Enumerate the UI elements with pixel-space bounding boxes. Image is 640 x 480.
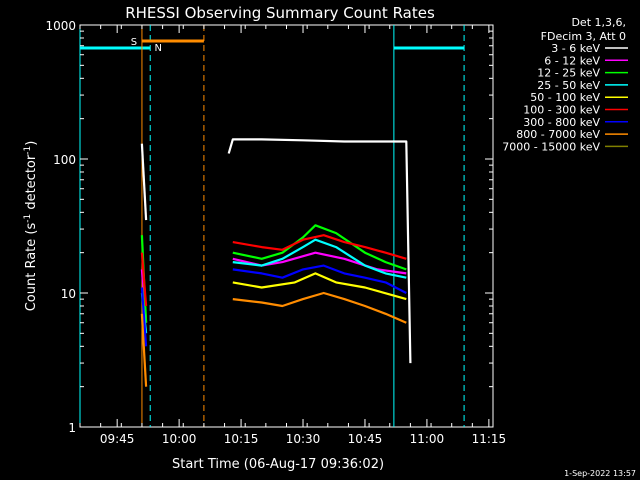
series-line-7 bbox=[232, 264, 407, 294]
y-axis-label: Count Rate (s-1 detector-1) bbox=[23, 141, 39, 312]
x-tick-label: 10:00 bbox=[162, 432, 197, 446]
legend-entry-label: 800 - 7000 keV bbox=[516, 128, 600, 141]
x-tick-label: 09:45 bbox=[100, 432, 135, 446]
series-line-6 bbox=[140, 252, 148, 307]
series-line-8 bbox=[232, 291, 407, 324]
legend-entry-label: 25 - 50 keV bbox=[537, 79, 600, 92]
series-line-3 bbox=[232, 224, 407, 271]
x-tick-label: 10:45 bbox=[348, 432, 383, 446]
series-line-5 bbox=[232, 272, 407, 301]
series-line-1 bbox=[227, 138, 412, 364]
legend-entry-label: 3 - 6 keV bbox=[551, 42, 600, 55]
series-line-4 bbox=[232, 238, 407, 279]
y-tick-label: 1000 bbox=[45, 19, 76, 33]
legend-header-line-2: FDecim 3, Att 0 bbox=[541, 30, 626, 43]
y-axis-label-main: Count Rate (s bbox=[24, 223, 39, 312]
x-axis-label: Start Time (06-Aug-17 09:36:02) bbox=[172, 457, 384, 472]
legend-entry-label: 12 - 25 keV bbox=[537, 67, 600, 80]
legend-header-line-1: Det 1,3,6, bbox=[571, 16, 626, 29]
y-axis-label-sup2: -1 bbox=[23, 146, 33, 155]
tick-layer: 09:45 10:00 10:15 10:30 10:45 11:00 11:15 1 10 10… bbox=[45, 19, 506, 446]
legend-entry-label: 300 - 800 keV bbox=[523, 116, 600, 129]
y-axis-label-end: ) bbox=[24, 141, 39, 146]
series-layer bbox=[140, 138, 412, 387]
x-tick-label: 10:30 bbox=[286, 432, 321, 446]
series-line-7 bbox=[140, 287, 148, 347]
y-axis-label-mid: detector bbox=[24, 154, 39, 214]
x-tick-label: 11:15 bbox=[472, 432, 507, 446]
y-tick-label: 1 bbox=[68, 421, 76, 435]
night-label: N bbox=[154, 43, 161, 54]
legend-entry-label: 50 - 100 keV bbox=[530, 91, 600, 104]
marker-layer: SN bbox=[79, 25, 465, 427]
legend-entry-label: 7000 - 15000 keV bbox=[502, 140, 600, 153]
y-tick-label: 10 bbox=[61, 287, 76, 301]
series-line-1 bbox=[140, 143, 148, 221]
x-tick-label: 11:00 bbox=[410, 432, 445, 446]
legend-entry-label: 6 - 12 keV bbox=[544, 54, 600, 67]
x-tick-label: 10:15 bbox=[224, 432, 259, 446]
y-axis-label-sup1: -1 bbox=[23, 214, 33, 223]
legend-entry-label: 100 - 300 keV bbox=[523, 104, 600, 117]
series-line-6 bbox=[232, 234, 407, 260]
y-tick-label: 100 bbox=[53, 153, 76, 167]
chart-title: RHESSI Observing Summary Count Rates bbox=[125, 4, 435, 22]
series-line-8 bbox=[140, 313, 148, 387]
footer-date: 1-Sep-2022 13:57 bbox=[564, 469, 636, 478]
saa-label: S bbox=[131, 37, 137, 48]
